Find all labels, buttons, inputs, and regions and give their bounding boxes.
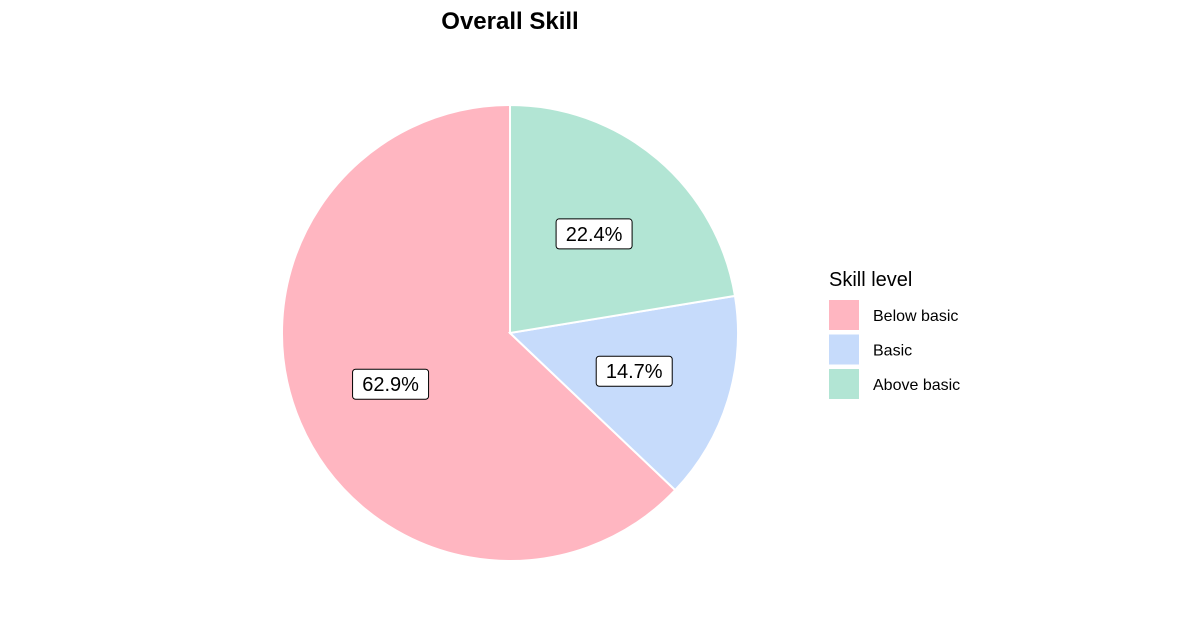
legend-key-below-basic bbox=[829, 300, 859, 330]
data-label-text: 22.4% bbox=[566, 224, 623, 246]
legend-key-basic bbox=[829, 334, 859, 365]
legend: Skill level Below basic Basic Above basic bbox=[829, 269, 960, 399]
legend-label: Basic bbox=[873, 343, 912, 360]
data-label-box bbox=[352, 368, 430, 400]
legend-label: Below basic bbox=[873, 308, 958, 325]
data-label-text: 62.9% bbox=[362, 374, 419, 396]
pie-slice-basic bbox=[507, 294, 739, 492]
legend-title: Skill level bbox=[829, 269, 912, 291]
chart-title: Overall Skill bbox=[441, 8, 579, 35]
legend-key-above-basic bbox=[829, 369, 859, 399]
data-label-below-basic: 62.9% bbox=[352, 368, 430, 400]
data-label-text: 14.7% bbox=[606, 361, 663, 383]
data-label-above-basic: 22.4% bbox=[555, 218, 633, 250]
slices-layer bbox=[281, 103, 739, 562]
pie-slice-below-basic bbox=[281, 103, 677, 562]
legend-label: Above basic bbox=[873, 377, 960, 394]
data-label-box bbox=[595, 355, 673, 387]
data-label-box bbox=[555, 218, 633, 250]
data-labels-layer: 62.9% 14.7% 22.4% bbox=[352, 218, 673, 400]
data-label-basic: 14.7% bbox=[595, 355, 673, 387]
